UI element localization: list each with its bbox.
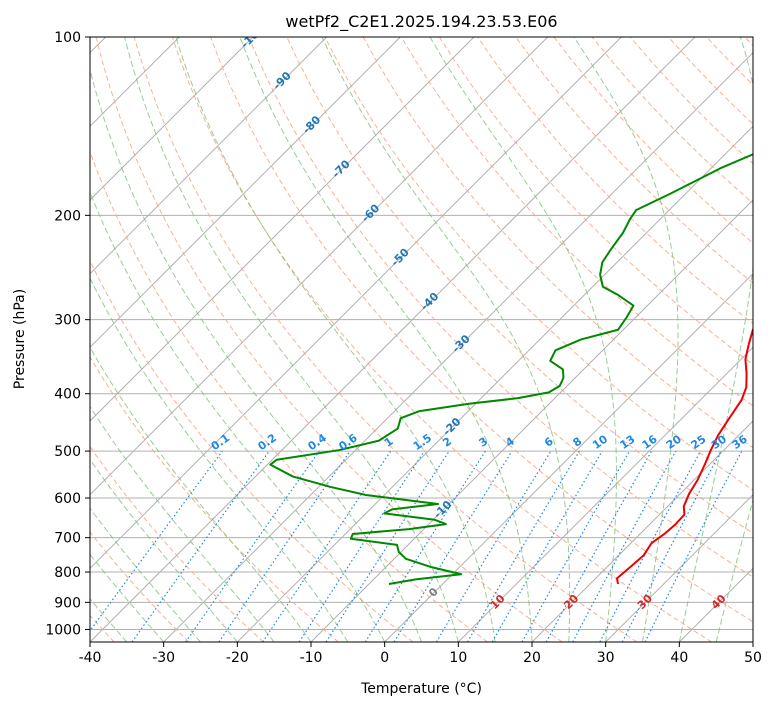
dry-adiabat-line: [90, 531, 190, 642]
plot-frame: [89, 36, 754, 643]
x-tick-label: 30: [597, 650, 615, 666]
moist-adiabat-line: [90, 458, 238, 642]
isotherm-gridline: [236, 125, 753, 642]
moist-adiabat-line: [90, 67, 422, 642]
dry-adiabat-line: [515, 37, 753, 284]
x-axis-ticks: -40 -30 -20 -10 0 10 20 30 40 50: [79, 642, 762, 666]
y-axis-ticks: 100 200 300 400 500 600 700 800 900 1000: [45, 30, 90, 638]
x-tick-label: 10: [449, 650, 467, 666]
dry-adiabat-line: [95, 37, 563, 642]
y-axis-label: Pressure (hPa): [12, 289, 28, 389]
mixing-ratio-line: [393, 450, 513, 642]
isotherm-gridline: [90, 37, 475, 422]
y-tick-label: 400: [54, 387, 81, 403]
mixing-ratio-line: [185, 450, 320, 642]
mixing-ratio-line: [218, 450, 351, 642]
y-tick-label: 100: [54, 30, 81, 46]
sounding-traces: [269, 153, 753, 585]
mixing-ratio-line: [131, 450, 270, 642]
moist-adiabat-line: [90, 190, 386, 642]
isotherm-gridline: [90, 37, 401, 349]
mixing-ratio-lines: [90, 450, 743, 642]
y-tick-label: 200: [54, 208, 81, 224]
mixing-ratio-line: [545, 450, 653, 642]
moist-adiabat-line: [678, 37, 753, 642]
x-axis-label: Temperature (°C): [360, 681, 482, 697]
isotherm-gridline: [457, 346, 753, 642]
temperature-trace: [615, 327, 753, 585]
dewpoint-trace: [269, 153, 753, 585]
isotherm-gridline: [531, 420, 753, 642]
x-tick-label: -30: [152, 650, 175, 666]
isotherm-gridline: [90, 37, 549, 496]
mixing-ratio-line: [298, 450, 425, 642]
x-tick-label: -10: [300, 650, 323, 666]
y-tick-label: 300: [54, 313, 81, 329]
moist-adiabat-line: [321, 37, 571, 642]
dry-adiabat-line: [90, 445, 264, 642]
mixing-ratio-line: [325, 450, 450, 642]
x-tick-label: 40: [670, 650, 688, 666]
dry-adiabat-line: [210, 37, 753, 623]
moist-adiabat-line: [239, 37, 533, 642]
isotherm-gridline: [90, 37, 254, 201]
y-tick-label: 900: [54, 595, 81, 611]
moist-adiabat-line: [573, 37, 679, 642]
moist-adiabats: [90, 37, 753, 642]
x-tick-label: -20: [226, 650, 249, 666]
mixing-ratio-line: [644, 450, 743, 642]
moist-adiabat-line: [90, 507, 201, 642]
dry-adiabat-line: [248, 37, 753, 578]
dry-adiabat-line: [439, 37, 753, 366]
plot-area: 0.10.20.40.611.52346810131620253036-100-…: [90, 37, 753, 642]
isotherm-gridline: [605, 493, 753, 642]
dry-adiabat-line: [90, 259, 414, 642]
moist-adiabat-line: [90, 346, 312, 642]
isotherm-gridline: [90, 37, 622, 570]
moist-adiabat-line: [90, 553, 165, 642]
x-tick-label: 50: [744, 650, 762, 666]
y-tick-label: 500: [54, 444, 81, 460]
dry-adiabat-line: [90, 356, 339, 642]
chart-title: wetPf2_C2E1.2025.194.23.53.E06: [285, 12, 557, 32]
x-tick-label: -40: [79, 650, 102, 666]
moist-adiabat-line: [90, 277, 349, 642]
moist-adiabat-line: [175, 37, 496, 642]
y-tick-label: 700: [54, 531, 81, 547]
isotherm-gridline: [90, 37, 328, 275]
dry-adiabat-line: [324, 37, 753, 491]
moist-adiabat-line: [429, 37, 617, 642]
dry-adiabat-line: [90, 150, 488, 642]
mixing-ratio-line: [572, 450, 677, 642]
mixing-ratio-line: [521, 450, 631, 642]
y-tick-label: 600: [54, 491, 81, 507]
dry-adiabat-line: [133, 37, 638, 642]
isotherm-gridline: [384, 272, 753, 642]
moist-adiabat-line: [124, 37, 459, 642]
y-tick-label: 800: [54, 565, 81, 581]
moist-adiabat-line: [90, 597, 128, 642]
moist-adiabat-line: [90, 405, 275, 642]
dry-adiabat-line: [171, 37, 712, 642]
mixing-ratio-line: [90, 450, 223, 632]
x-tick-label: 0: [380, 650, 389, 666]
y-tick-label: 1000: [45, 622, 81, 638]
isotherm-gridline: [163, 51, 753, 642]
x-tick-label: 20: [523, 650, 541, 666]
